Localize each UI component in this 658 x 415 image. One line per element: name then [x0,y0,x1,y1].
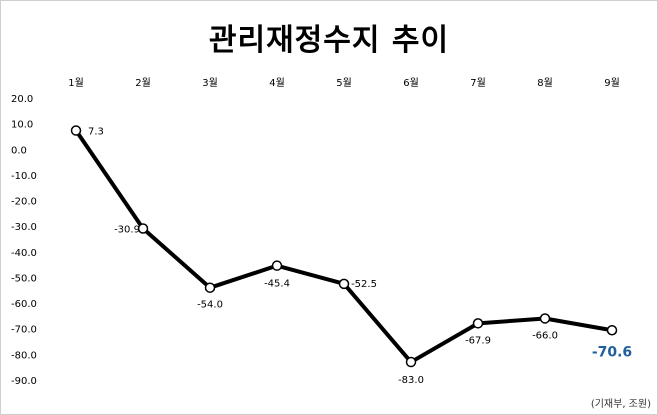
data-label: -70.6 [592,344,632,360]
data-label: -54.0 [197,300,223,311]
y-tick-label: -20.0 [11,197,37,208]
data-point [606,325,618,336]
data-point [137,223,149,234]
y-tick-label: -10.0 [11,171,37,182]
x-tick-label: 3월 [202,77,218,89]
data-label: -45.4 [264,279,290,290]
data-point [271,260,283,271]
data-point [472,318,484,329]
source-note: (기재부, 조원) [590,399,651,410]
x-tick-label: 8월 [537,77,553,89]
data-point [539,313,551,324]
x-tick-label: 2월 [135,77,151,89]
data-point [70,125,82,136]
data-label: -67.9 [465,335,491,346]
y-tick-label: 0.0 [11,145,27,156]
data-label: -66.0 [532,330,558,341]
data-point [338,278,350,290]
x-tick-label: 5월 [336,77,352,89]
chart-title: 관리재정수지 추이 [208,23,450,58]
y-tick-label: -60.0 [11,299,37,310]
x-tick-label: 9월 [604,77,620,89]
y-tick-label: -50.0 [11,273,37,284]
x-tick-label: 1월 [68,77,84,89]
data-label: -30.9 [114,224,140,235]
x-tick-label: 7월 [470,77,486,89]
y-tick-label: -80.0 [11,350,37,361]
data-label: -52.5 [351,279,377,290]
data-label: 7.3 [88,127,104,138]
y-tick-label: 10.0 [11,120,33,131]
y-tick-label: -40.0 [11,248,37,259]
x-tick-label: 6월 [403,77,419,89]
y-tick-label: 20.0 [11,94,33,105]
data-point [405,356,417,368]
y-tick-label: -90.0 [11,376,37,387]
x-tick-label: 4월 [269,77,285,89]
data-label: -83.0 [398,375,424,386]
series-line [74,128,614,365]
y-tick-label: -30.0 [11,222,37,233]
data-point [204,282,216,293]
y-tick-label: -70.0 [11,325,37,336]
